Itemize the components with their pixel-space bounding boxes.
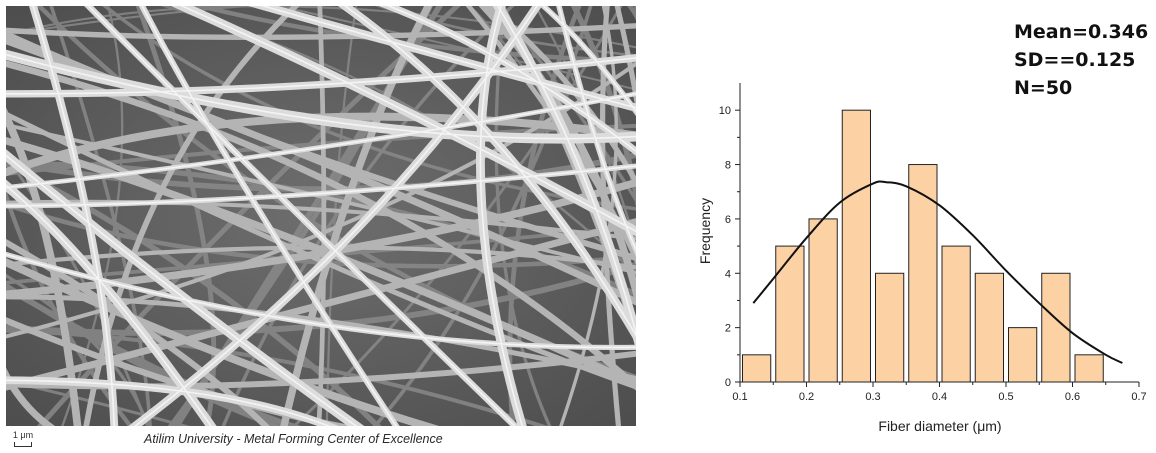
x-tick-label: 0.3: [865, 391, 880, 403]
sem-micrograph: [6, 6, 636, 426]
histogram-bar-9: [1009, 328, 1037, 382]
image-caption: Atilim University - Metal Forming Center…: [144, 432, 443, 446]
histogram-bar-1: [743, 355, 771, 382]
y-tick-label: 0: [725, 377, 731, 389]
x-tick-label: 0.5: [998, 391, 1013, 403]
sem-image: [6, 6, 636, 426]
scale-bar-label: 1 μm: [10, 430, 36, 440]
y-tick-label: 8: [725, 160, 731, 172]
x-tick-label: 0.4: [932, 391, 947, 403]
histogram-bar-2: [776, 246, 804, 382]
stat-sd: SD==0.125: [1014, 46, 1148, 74]
y-axis-label: Frequency: [697, 198, 713, 264]
x-tick-label: 0.6: [1065, 391, 1080, 403]
statistics-box: Mean=0.346 SD==0.125 N=50: [1014, 18, 1148, 102]
stat-mean: Mean=0.346: [1014, 18, 1148, 46]
x-tick-label: 0.2: [799, 391, 814, 403]
histogram-bar-11: [1075, 355, 1103, 382]
stat-n: N=50: [1014, 74, 1148, 102]
x-axis-ticks: 0.1 0.2 0.3 0.4 0.5 0.6 0.7: [732, 382, 1146, 403]
x-axis-label: Fiber diameter (μm): [878, 418, 1001, 434]
y-axis-ticks: 0 2 4 6 8 10: [719, 105, 740, 389]
x-tick-label: 0.7: [1131, 391, 1146, 403]
histogram-bars: [743, 110, 1104, 382]
histogram-bar-4: [842, 110, 870, 382]
histogram-bar-6: [909, 165, 937, 382]
scale-bar: 1 μm: [10, 430, 36, 448]
histogram-bar-8: [975, 273, 1003, 382]
histogram-bar-5: [876, 273, 904, 382]
y-tick-label: 4: [725, 268, 731, 280]
scale-bar-line: [14, 442, 32, 447]
x-tick-label: 0.1: [732, 391, 747, 403]
y-tick-label: 10: [719, 105, 731, 117]
histogram-bar-7: [942, 246, 970, 382]
y-tick-label: 6: [725, 214, 731, 226]
histogram-bar-3: [809, 219, 837, 382]
y-tick-label: 2: [725, 323, 731, 335]
